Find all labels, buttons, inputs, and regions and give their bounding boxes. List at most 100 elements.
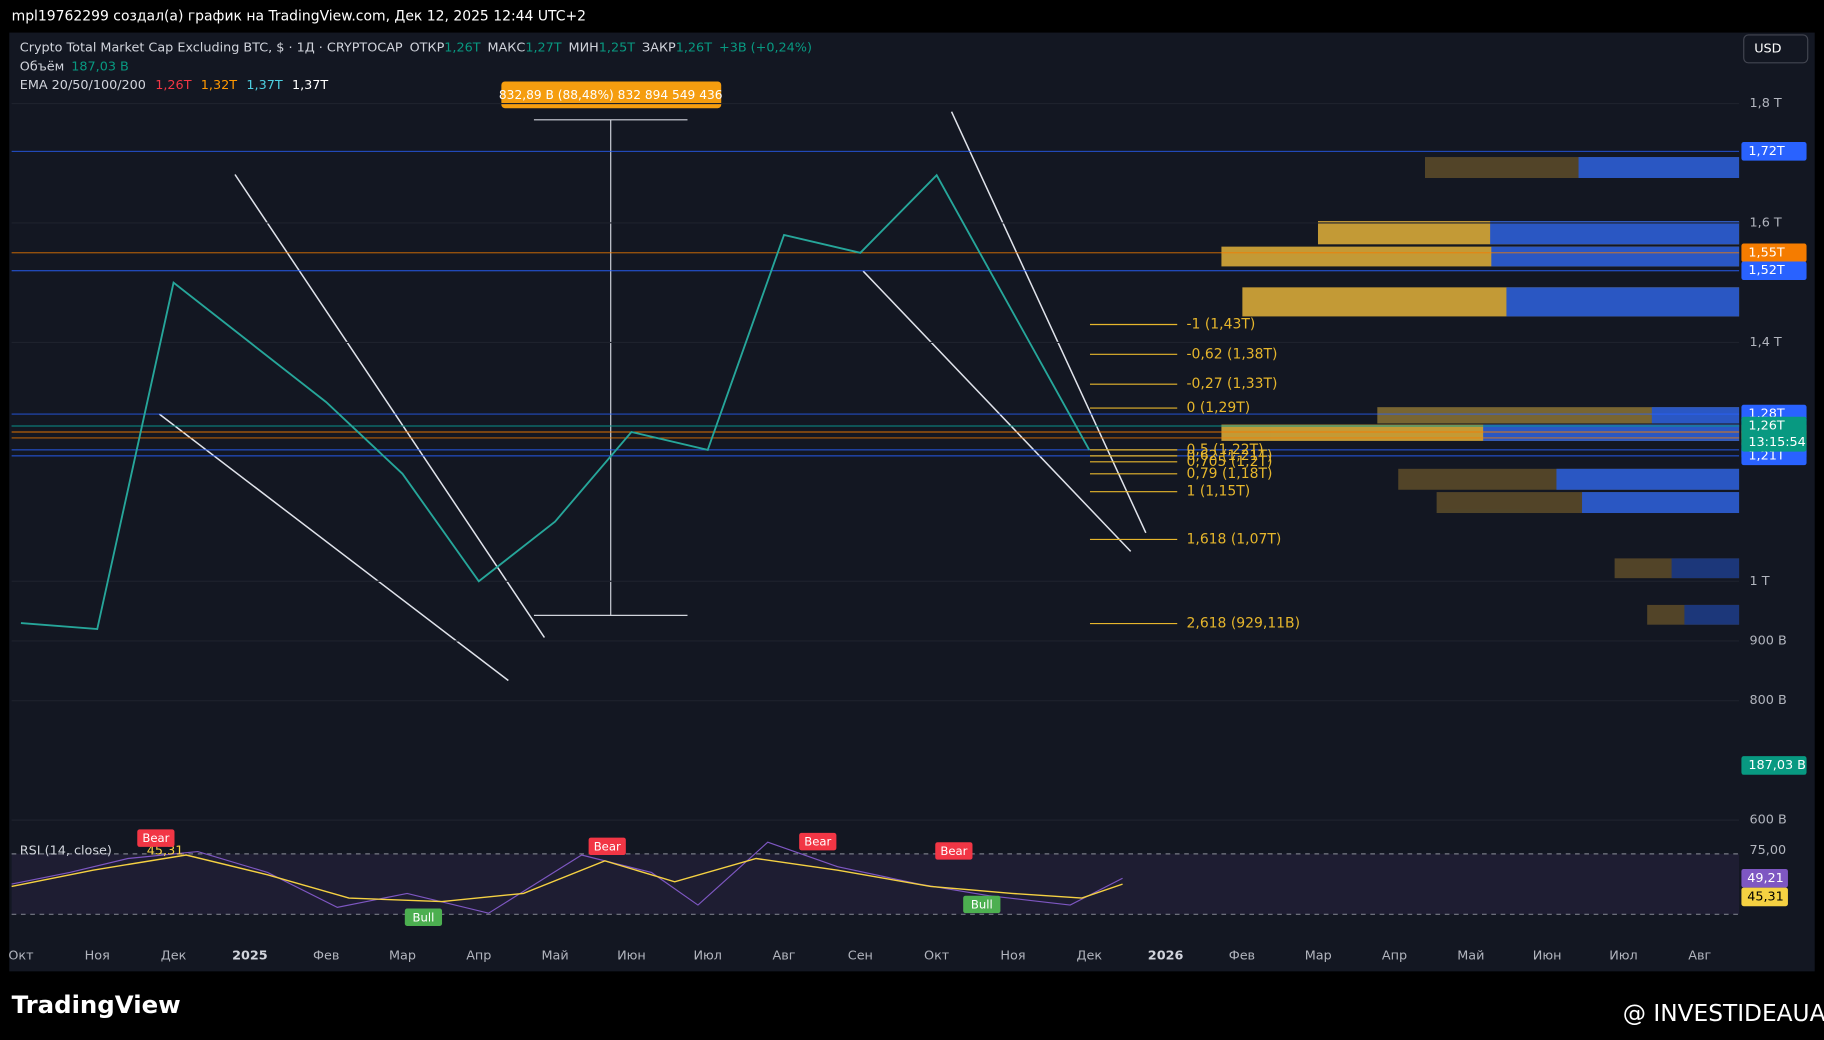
ema-label: EMA 20/50/100/200 <box>20 77 146 92</box>
x-tick-label: Фев <box>313 949 339 964</box>
rsi-signal <box>935 842 973 860</box>
rsi-band <box>11 853 1740 915</box>
rsi-signal <box>588 837 626 856</box>
ema-legend: EMA 20/50/100/200 1,26T 1,32T 1,37T 1,37T <box>20 77 329 92</box>
rsi-signal-label: Bear <box>594 839 621 853</box>
ohlc-label: ОТКР <box>410 40 445 55</box>
measure-lines <box>533 119 688 616</box>
caption: mpl19762299 создал(а) график на TradingV… <box>12 8 586 24</box>
y-tick-label: 800 B <box>1750 693 1787 708</box>
price-badge-label: 1,52T <box>1748 263 1784 278</box>
rsi-level: 75,00 <box>1750 843 1787 858</box>
ema-value: 1,32T <box>201 77 237 92</box>
x-tick-label: Дек <box>161 949 187 964</box>
measure-box <box>501 81 722 109</box>
rsi-signal <box>137 829 175 847</box>
y-tick-label: 1,8 T <box>1750 96 1782 111</box>
y-tick-label: 900 B <box>1750 633 1787 648</box>
x-tick-label: Май <box>542 949 569 964</box>
price-badge-label: 1,26T <box>1748 419 1784 434</box>
y-tick-label: 1,6 T <box>1750 215 1782 230</box>
x-tick-label: Дек <box>1076 949 1102 964</box>
fib-label: 1 (1,15T) <box>1187 484 1251 500</box>
x-tick-label: Мар <box>1305 949 1332 964</box>
ohlc-value: 1,25T <box>599 40 635 55</box>
ohlc-label: МАКС <box>488 40 526 55</box>
ohlc-label: ЗАКР <box>642 40 676 55</box>
ohlc-label: МИН <box>569 40 599 55</box>
x-tick-label: Апр <box>1382 949 1407 964</box>
x-tick-label: Апр <box>466 949 491 964</box>
x-tick-label: 2025 <box>232 949 268 964</box>
fib-label: -0,62 (1,38T) <box>1187 346 1278 362</box>
x-tick-label: Май <box>1457 949 1484 964</box>
rsi-signal <box>799 832 837 851</box>
x-tick-label: Окт <box>924 949 950 964</box>
x-tick-label: Июл <box>1609 949 1638 964</box>
fib-label: 1,618 (1,07T) <box>1187 531 1282 547</box>
x-tick-label: Окт <box>8 949 34 964</box>
rsi-ma <box>11 854 1123 903</box>
rsi-signal-label: Bull <box>971 898 993 912</box>
change: +3B (+0,24%) <box>719 40 812 55</box>
volume-label: Объём <box>20 59 64 74</box>
ema-value: 1,37T <box>292 77 328 92</box>
legend-line: Crypto Total Market Cap Excluding BTC, $… <box>20 40 812 55</box>
price-badge-label: 1,55T <box>1748 245 1784 260</box>
x-tick-label: Июл <box>693 949 722 964</box>
rsi-badge-label: 49,21 <box>1747 871 1784 886</box>
fib-label: 0 (1,29T) <box>1187 400 1251 416</box>
x-tick-label: Авг <box>773 949 796 964</box>
x-tick-label: Июн <box>617 949 646 964</box>
rsi-signal-label: Bull <box>413 910 435 924</box>
countdown: 13:15:54 <box>1748 435 1805 450</box>
volume-badge <box>1741 756 1807 775</box>
x-tick-label: Июн <box>1533 949 1562 964</box>
y-tick-label: 1 T <box>1750 574 1770 589</box>
rsi-signal-label: Bear <box>142 831 169 845</box>
volume-value: 187,03 B <box>71 59 129 74</box>
x-tick-label: Ноя <box>85 949 110 964</box>
volume-profile <box>1221 157 1740 625</box>
rsi-badge <box>1741 887 1788 907</box>
rsi-signal <box>404 908 443 926</box>
price-badge-label: 1,72T <box>1748 144 1784 159</box>
fib-label: -0,27 (1,33T) <box>1187 376 1278 392</box>
fib-label: -1 (1,43T) <box>1187 316 1256 332</box>
currency-button[interactable] <box>1743 34 1809 64</box>
rsi-badge <box>1741 868 1788 888</box>
trendlines <box>158 111 1147 682</box>
fib-label: 0,5 (1,22T) <box>1187 442 1264 458</box>
price-badge-label: 1,21T <box>1748 448 1784 463</box>
currency: USD <box>1754 41 1781 56</box>
fib-label: 2,618 (929,11B) <box>1187 616 1301 632</box>
price-badge <box>1741 261 1807 281</box>
volume-badge-label: 187,03 B <box>1748 758 1806 773</box>
fib-label: 0,79 (1,18T) <box>1187 466 1273 482</box>
fib-label: 0,62 (1,21T) <box>1187 448 1273 464</box>
volume-legend: Объём 187,03 B <box>20 59 129 74</box>
price-badge <box>1741 142 1807 161</box>
rsi-signal-label: Bear <box>804 835 831 849</box>
rsi-signal-label: Bear <box>940 844 967 858</box>
ema-value: 1,26T <box>155 77 191 92</box>
rsi-title: RSI (14, close) <box>20 843 112 858</box>
ohlc-value: 1,26T <box>444 40 480 55</box>
watermark: @ INVESTIDEAUA <box>1623 1000 1824 1027</box>
ohlc-value: 1,27T <box>525 40 561 55</box>
x-tick-label: Сен <box>848 949 873 964</box>
x-tick-label: Мар <box>389 949 416 964</box>
ohlc-value: 1,26T <box>676 40 712 55</box>
x-tick-label: Авг <box>1688 949 1711 964</box>
ema-value: 1,37T <box>246 77 282 92</box>
rsi-signal <box>963 895 1001 914</box>
price-badge <box>1741 243 1807 263</box>
rsi-badge-label: 45,31 <box>1747 889 1784 904</box>
x-tick-label: Ноя <box>1000 949 1025 964</box>
x-tick-label: 2026 <box>1148 949 1184 964</box>
measure-label: 832,89 B (88,48%) 832 894 549 436 <box>499 88 723 102</box>
price-badge <box>1741 416 1807 452</box>
x-tick-label: Фев <box>1229 949 1255 964</box>
